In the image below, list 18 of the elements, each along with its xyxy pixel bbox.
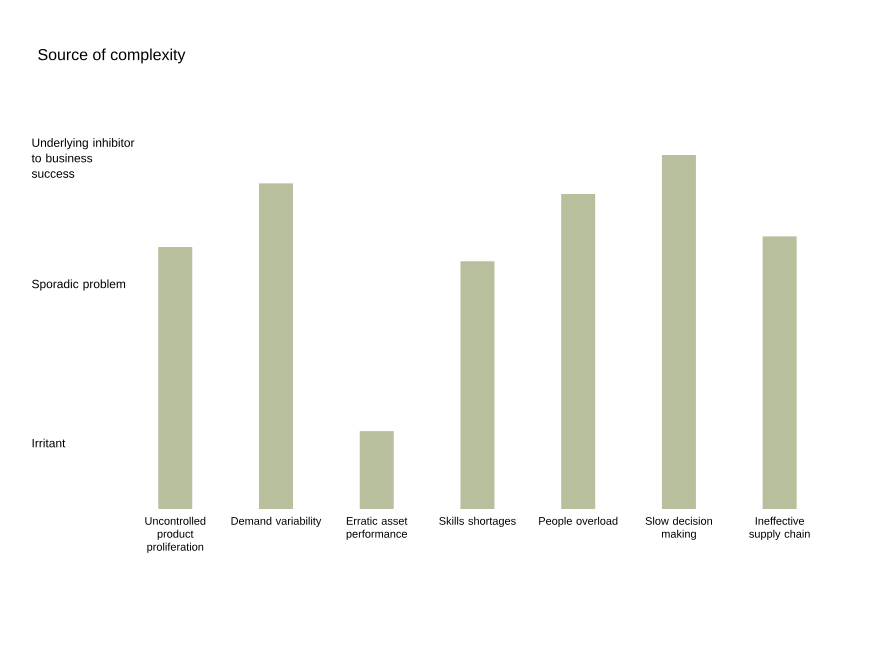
text: Irritant: [32, 438, 66, 448]
bar: [762, 236, 797, 509]
x-tick-label: Slow decision making: [646, 516, 712, 540]
x-tick-label: People overload: [539, 516, 618, 527]
chart-title: Source of complexity: [38, 48, 186, 64]
x-tick-label: Ineffective supply chain: [749, 516, 810, 540]
x-tick-label: Uncontrolled product proliferation: [145, 516, 206, 553]
x-tick-label: Demand variability: [232, 516, 322, 527]
bar: [662, 155, 696, 509]
bar: [460, 261, 494, 509]
bar: [561, 194, 596, 509]
x-tick-label: Erratic asset performance: [346, 516, 408, 540]
bar: [258, 183, 293, 509]
text: Sporadic problem: [32, 279, 126, 291]
bar: [158, 247, 192, 509]
annotation: Underlying inhibitor to business success: [32, 138, 134, 178]
x-tick-label: Skills shortages: [439, 516, 516, 527]
bar: [360, 431, 394, 509]
